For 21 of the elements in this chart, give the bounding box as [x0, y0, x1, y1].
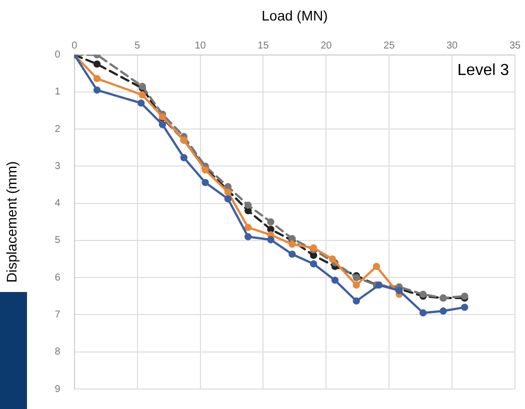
y-tick-label: 8 — [54, 346, 61, 358]
x-tick-label: 15 — [258, 40, 270, 52]
x-tick-label: 35 — [509, 40, 521, 52]
x-tick-label: 25 — [384, 40, 396, 52]
y-tick-label: 2 — [54, 124, 61, 135]
y-axis-title: Displacement (mm) — [3, 161, 20, 283]
annotation: Level 3 — [457, 62, 510, 80]
y-tick-label: 7 — [54, 309, 61, 320]
x-tick-label: 20 — [320, 40, 332, 52]
x-tick-label: 30 — [446, 40, 458, 52]
y-tick-label: 4 — [54, 198, 61, 210]
y-tick-label: 5 — [54, 235, 61, 246]
x-axis-title: Load (MN) — [262, 7, 328, 24]
x-tick-label: 10 — [194, 40, 206, 52]
y-tick-label: 9 — [54, 384, 61, 395]
y-tick-label: 1 — [54, 86, 61, 98]
y-tick-label: 3 — [54, 160, 61, 172]
x-tick-label: 0 — [72, 40, 78, 52]
y-tick-label: 6 — [54, 272, 61, 284]
y-tick-label: 0 — [54, 50, 61, 61]
x-tick-label: 5 — [134, 40, 141, 52]
